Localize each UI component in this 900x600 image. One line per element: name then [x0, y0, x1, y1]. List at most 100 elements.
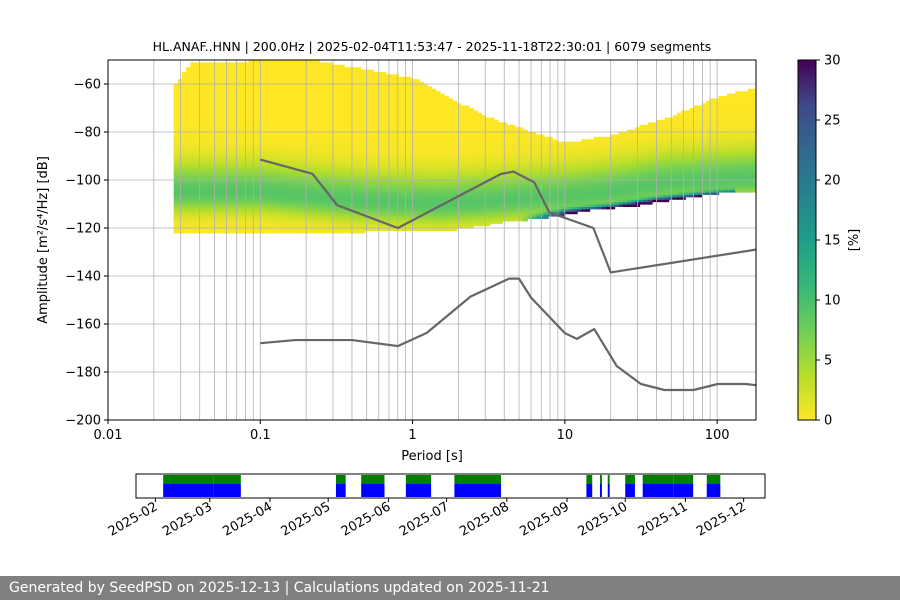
heatmap-cell — [306, 153, 312, 157]
heatmap-cell — [385, 194, 391, 198]
heatmap-cell — [306, 129, 312, 133]
heatmap-cell — [202, 91, 208, 95]
heatmap-cell — [381, 144, 387, 147]
heatmap-cell — [427, 134, 433, 138]
heatmap-cell — [365, 93, 370, 97]
heatmap-cell — [248, 96, 254, 99]
heatmap-cell — [186, 134, 191, 138]
heatmap-cell — [177, 134, 183, 138]
heatmap-cell — [248, 151, 254, 155]
heatmap-cell — [335, 64, 341, 68]
heatmap-cell — [344, 134, 349, 138]
heatmap-cell — [281, 201, 287, 205]
heatmap-cell — [340, 132, 345, 135]
heatmap-cell — [206, 141, 212, 145]
heatmap-cell — [173, 122, 179, 126]
heatmap-cell — [281, 160, 287, 164]
heatmap-cell — [186, 144, 191, 147]
heatmap-cell — [202, 225, 208, 229]
heatmap-cell — [285, 136, 291, 140]
heatmap-cell — [206, 79, 212, 83]
heatmap-cell — [473, 208, 478, 212]
heatmap-cell — [277, 108, 283, 111]
heatmap-cell — [265, 124, 270, 128]
heatmap-cell — [310, 194, 316, 198]
heatmap-cell — [231, 156, 237, 159]
heatmap-cell — [177, 148, 183, 152]
heatmap-cell — [435, 156, 441, 159]
heatmap-cell — [485, 144, 491, 147]
heatmap-cell — [452, 108, 458, 111]
heatmap-cell — [327, 192, 333, 195]
heatmap-cell — [360, 112, 366, 116]
heatmap-cell — [335, 122, 341, 126]
heatmap-cell — [448, 182, 453, 186]
heatmap-cell — [177, 223, 183, 227]
heatmap-cell — [369, 175, 374, 179]
heatmap-cell — [194, 74, 200, 78]
heatmap-cell — [306, 187, 312, 191]
heatmap-cell — [344, 129, 349, 133]
heatmap-cell — [435, 141, 441, 145]
heatmap-cell — [481, 134, 487, 138]
heatmap-cell — [319, 124, 325, 128]
heatmap-cell — [348, 165, 354, 169]
heatmap-cell — [402, 76, 408, 80]
heatmap-cell — [431, 108, 437, 111]
heatmap-cell — [419, 218, 424, 222]
heatmap-cell — [464, 168, 470, 171]
heatmap-cell — [298, 148, 304, 152]
heatmap-cell — [240, 76, 245, 80]
heatmap-cell — [248, 60, 254, 63]
heatmap-cell — [410, 112, 416, 116]
heatmap-cell — [177, 168, 183, 171]
heatmap-cell — [194, 182, 200, 186]
heatmap-cell — [444, 211, 449, 215]
heatmap-cell — [477, 151, 483, 155]
heatmap-cell — [423, 204, 429, 207]
heatmap-cell — [215, 156, 221, 159]
heatmap-cell — [485, 201, 491, 205]
heatmap-cell — [398, 170, 404, 174]
heatmap-cell — [306, 88, 312, 92]
heatmap-cell — [452, 148, 458, 152]
heatmap-cell — [439, 199, 445, 203]
heatmap-cell — [389, 211, 395, 215]
heatmap-cell — [294, 170, 300, 174]
heatmap-cell — [414, 201, 420, 205]
heatmap-cell — [256, 189, 262, 193]
heatmap-cell — [198, 165, 204, 169]
heatmap-cell — [227, 194, 233, 198]
heatmap-cell — [323, 156, 329, 159]
heatmap-cell — [290, 187, 295, 191]
heatmap-cell — [240, 110, 245, 114]
heatmap-cell — [227, 156, 233, 159]
heatmap-cell — [477, 153, 483, 157]
heatmap-cell — [469, 129, 474, 133]
heatmap-cell — [381, 117, 387, 121]
heatmap-cell — [414, 151, 420, 155]
heatmap-cell — [211, 129, 216, 133]
heatmap-cell — [277, 79, 283, 83]
heatmap-cell — [231, 81, 237, 85]
heatmap-cell — [460, 208, 466, 212]
heatmap-cell — [256, 96, 262, 99]
heatmap-cell — [227, 64, 233, 68]
heatmap-cell — [319, 194, 325, 198]
heatmap-cell — [186, 100, 191, 104]
heatmap-cell — [323, 199, 329, 203]
heatmap-cell — [298, 105, 304, 109]
heatmap-cell — [348, 187, 354, 191]
heatmap-cell — [469, 175, 474, 179]
heatmap-cell — [344, 170, 349, 174]
heatmap-cell — [227, 93, 233, 97]
heatmap-cell — [423, 175, 429, 179]
heatmap-cell — [423, 108, 429, 111]
heatmap-cell — [365, 122, 370, 126]
heatmap-cell — [406, 148, 412, 152]
heatmap-cell — [206, 208, 212, 212]
heatmap-cell — [423, 141, 429, 145]
heatmap-cell — [310, 192, 316, 195]
heatmap-cell — [444, 105, 449, 109]
heatmap-cell — [477, 194, 483, 198]
